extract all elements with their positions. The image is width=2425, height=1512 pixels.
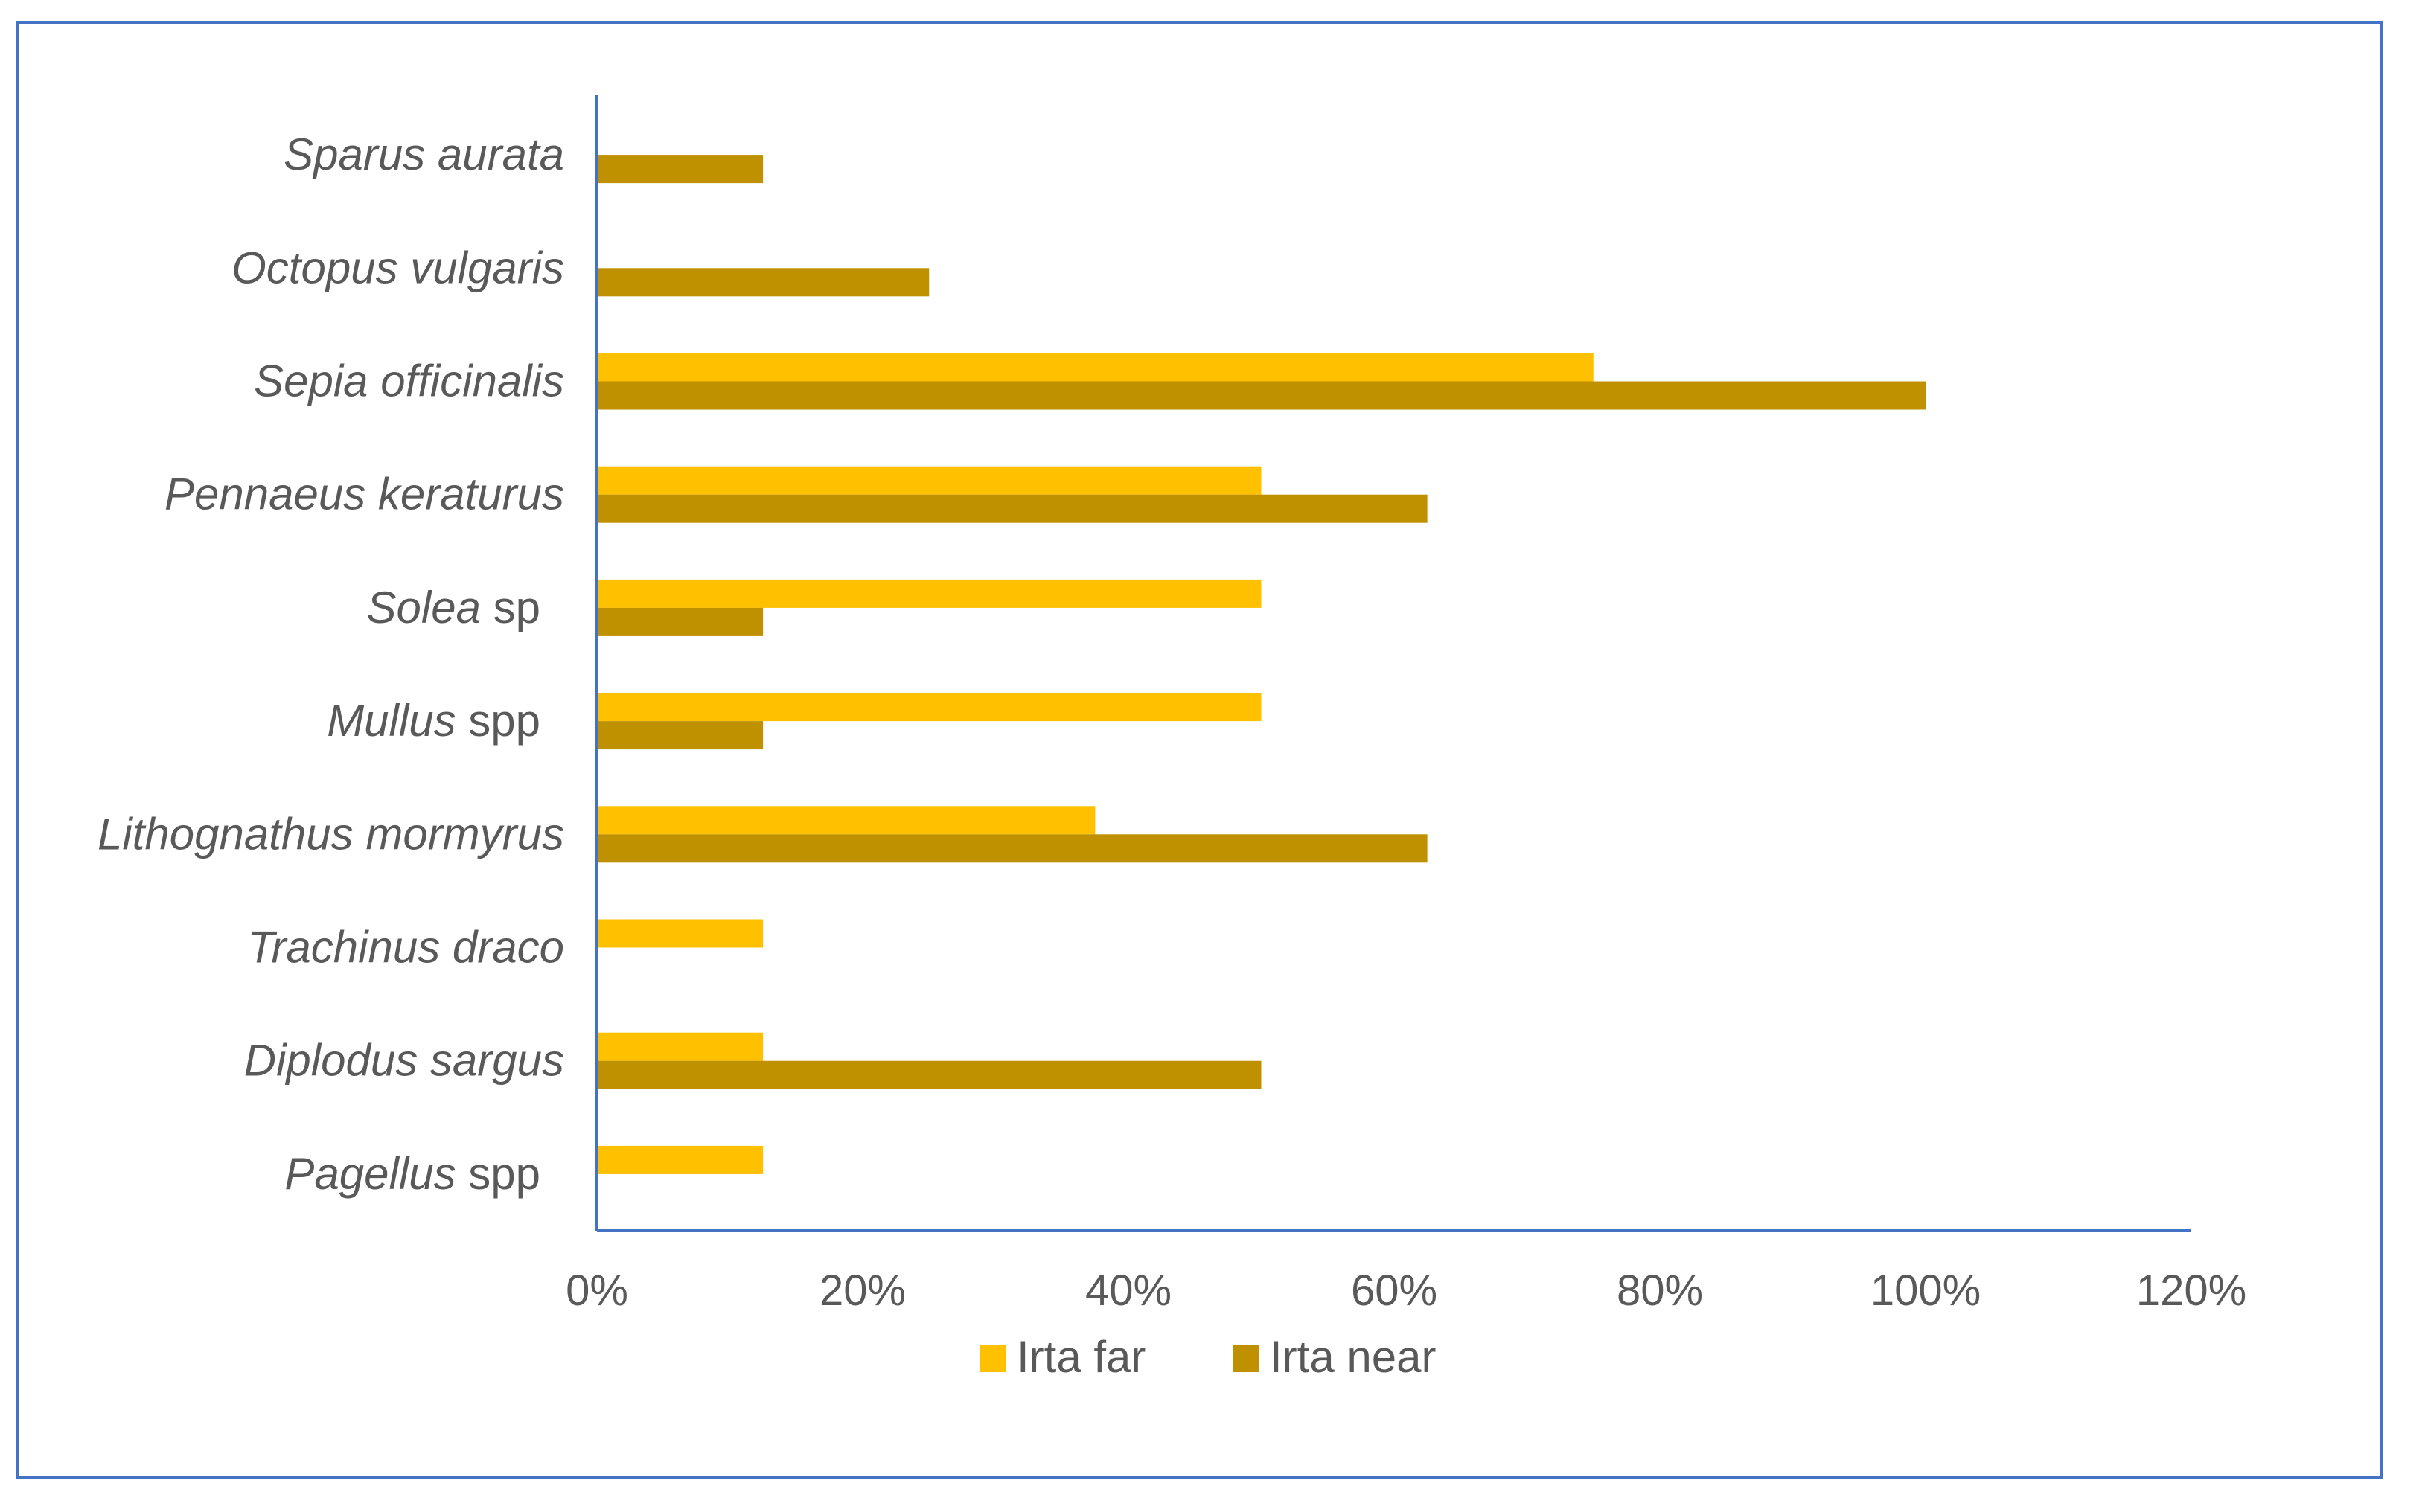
bar-irta-far-8 (597, 1032, 764, 1061)
category-label: Mullus spp (327, 696, 540, 746)
category-label-italic: Pagellus (284, 1149, 456, 1199)
category-label: Lithognathus mormyrus (98, 809, 564, 859)
bar-irta-far-2 (597, 353, 1594, 382)
category-label-italic: Diplodus sargus (244, 1036, 564, 1086)
legend-label-irta-near: Irta near (1270, 1332, 1436, 1382)
legend: Irta far Irta near (980, 1332, 1436, 1382)
x-tick-label: 20% (819, 1266, 906, 1315)
legend-swatch-irta-near (1233, 1345, 1259, 1372)
bar-irta-near-5 (597, 721, 764, 750)
x-tick-label: 0% (566, 1266, 628, 1315)
bar-irta-near-1 (597, 268, 930, 297)
category-label-plain: sp (481, 583, 540, 632)
bar-irta-near-6 (597, 834, 1428, 863)
category-label-italic: Sepia officinalis (254, 356, 564, 406)
bar-irta-far-7 (597, 919, 764, 948)
x-tick-label: 80% (1617, 1266, 1703, 1315)
axes-layer (595, 95, 2191, 1232)
chart-frame: Sparus aurata Octopus vulgaris Sepia offic… (16, 21, 2383, 1479)
bar-irta-far-6 (597, 806, 1096, 835)
category-label-italic: Lithognathus mormyrus (98, 809, 564, 859)
bar-irta-near-3 (597, 494, 1428, 523)
bar-irta-near-2 (597, 381, 1926, 410)
bar-irta-near-4 (597, 607, 764, 636)
bar-irta-far-4 (597, 579, 1262, 608)
legend-label-irta-far: Irta far (1017, 1332, 1146, 1382)
category-label-italic: Trachinus draco (247, 923, 564, 973)
x-tick-label: 120% (2136, 1266, 2246, 1315)
x-tick-label: 100% (1870, 1266, 1981, 1315)
category-label: Sepia officinalis (254, 356, 564, 406)
bar-irta-near-8 (597, 1060, 1262, 1089)
category-label-italic: Mullus (327, 696, 456, 746)
category-label-plain: spp (456, 1149, 540, 1199)
bar-irta-far-5 (597, 693, 1262, 722)
x-tick-labels: 0% 20% 40% 60% 80% 100% 120% (566, 1266, 2246, 1315)
category-label-italic: Sparus aurata (284, 129, 564, 179)
bar-irta-near-0 (597, 155, 764, 184)
category-label: Pagellus spp (284, 1149, 540, 1199)
category-label: Sparus aurata (284, 129, 564, 179)
category-label-italic: Octopus vulgaris (231, 243, 564, 292)
category-labels: Sparus aurata Octopus vulgaris Sepia offic… (98, 129, 564, 1199)
bar-irta-far-3 (597, 466, 1262, 495)
x-tick-label: 40% (1085, 1266, 1172, 1315)
bar-irta-far-9 (597, 1145, 764, 1174)
category-label-plain: spp (456, 696, 540, 746)
category-label-italic: Solea (366, 583, 480, 632)
x-tick-label: 60% (1351, 1266, 1437, 1315)
category-label: Solea sp (366, 583, 540, 632)
category-label-italic: Pennaeus keraturus (164, 470, 564, 519)
category-label: Pennaeus keraturus (164, 470, 564, 519)
legend-swatch-irta-far (980, 1345, 1006, 1372)
category-label: Diplodus sargus (244, 1036, 564, 1086)
category-label: Trachinus draco (247, 923, 564, 973)
bars-layer (597, 155, 1926, 1174)
bar-chart: Sparus aurata Octopus vulgaris Sepia offic… (98, 95, 2246, 1382)
category-label: Octopus vulgaris (231, 243, 564, 292)
